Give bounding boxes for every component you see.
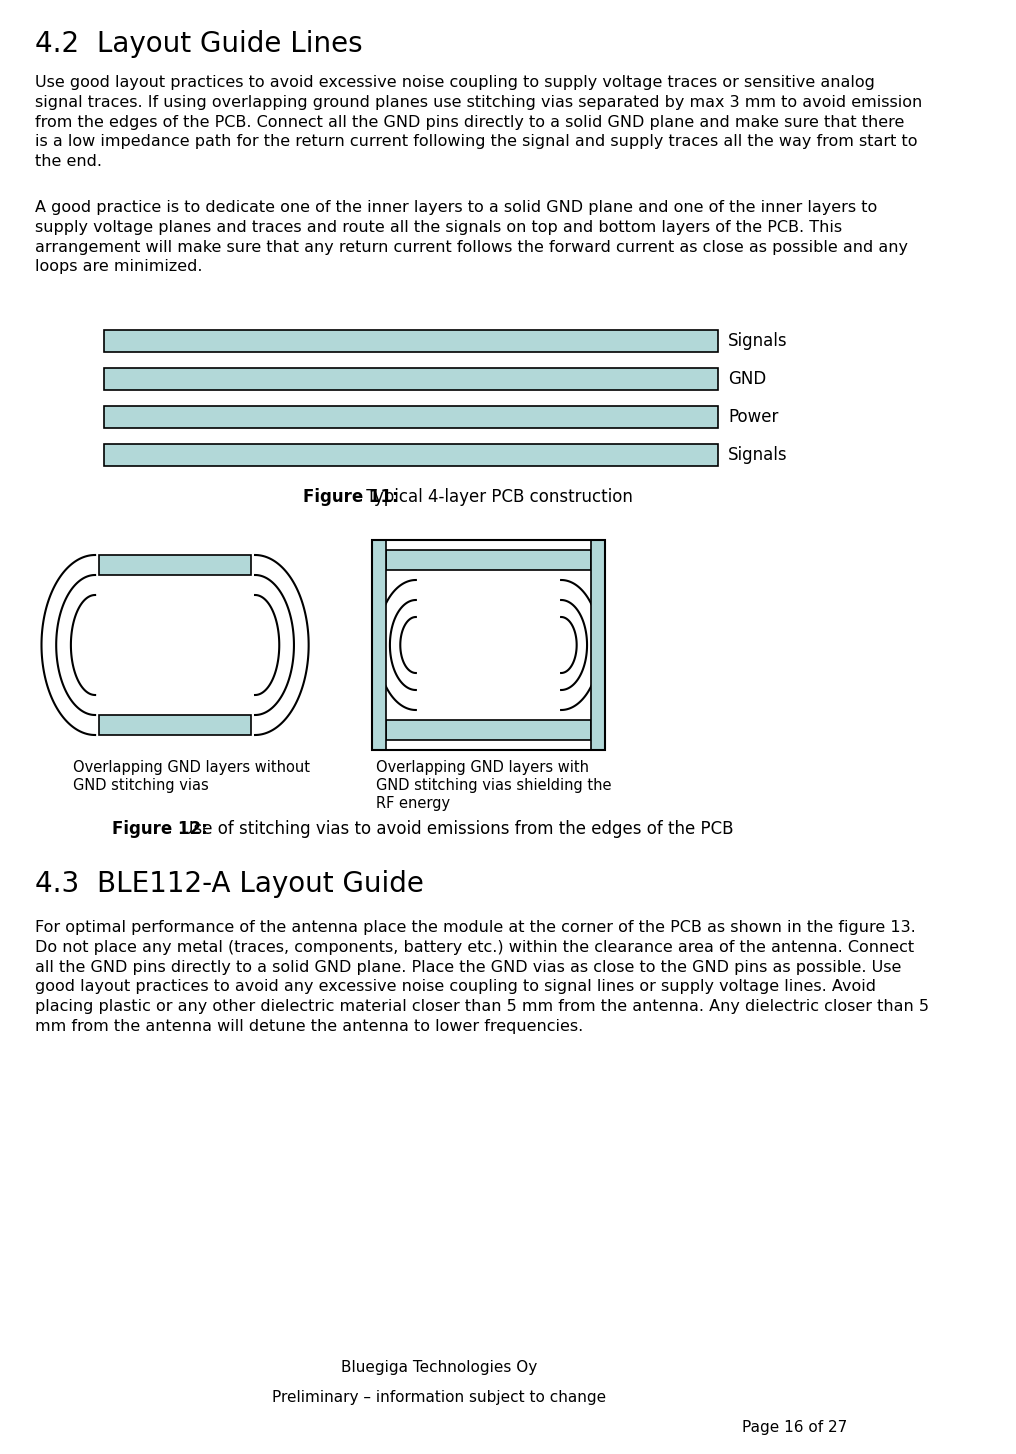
Text: Overlapping GND layers with: Overlapping GND layers with — [376, 760, 589, 775]
Bar — [372, 539, 606, 750]
Text: 4.2  Layout Guide Lines: 4.2 Layout Guide Lines — [35, 31, 363, 58]
Bar — [386, 550, 591, 570]
Text: A good practice is to dedicate one of the inner layers to a solid GND plane and : A good practice is to dedicate one of th… — [35, 201, 907, 275]
Text: 4.3  BLE112-A Layout Guide: 4.3 BLE112-A Layout Guide — [35, 869, 424, 899]
Bar — [100, 555, 251, 574]
Bar — [591, 539, 606, 750]
Bar — [104, 406, 717, 427]
Text: Figure 12:: Figure 12: — [113, 820, 208, 838]
Bar — [100, 715, 251, 736]
Text: Use good layout practices to avoid excessive noise coupling to supply voltage tr: Use good layout practices to avoid exces… — [35, 76, 922, 169]
Text: Use of stitching vias to avoid emissions from the edges of the PCB: Use of stitching vias to avoid emissions… — [177, 820, 734, 838]
Text: Signals: Signals — [728, 446, 787, 464]
Text: Signals: Signals — [728, 332, 787, 350]
Text: GND stitching vias: GND stitching vias — [73, 778, 209, 792]
Text: Typical 4-layer PCB construction: Typical 4-layer PCB construction — [362, 489, 633, 506]
Bar — [104, 330, 717, 352]
Bar — [386, 720, 591, 740]
Text: Overlapping GND layers without: Overlapping GND layers without — [73, 760, 311, 775]
Text: GND: GND — [728, 369, 766, 388]
Text: Bluegiga Technologies Oy: Bluegiga Technologies Oy — [341, 1359, 537, 1375]
Text: RF energy: RF energy — [376, 795, 450, 811]
Text: Page 16 of 27: Page 16 of 27 — [742, 1421, 847, 1435]
Text: Power: Power — [728, 409, 778, 426]
Bar — [372, 539, 386, 750]
Text: For optimal performance of the antenna place the module at the corner of the PCB: For optimal performance of the antenna p… — [35, 920, 929, 1034]
Text: Preliminary – information subject to change: Preliminary – information subject to cha… — [272, 1390, 607, 1405]
Text: GND stitching vias shielding the: GND stitching vias shielding the — [376, 778, 612, 792]
Text: Figure 11:: Figure 11: — [303, 489, 398, 506]
Bar — [104, 368, 717, 390]
Bar — [104, 443, 717, 465]
